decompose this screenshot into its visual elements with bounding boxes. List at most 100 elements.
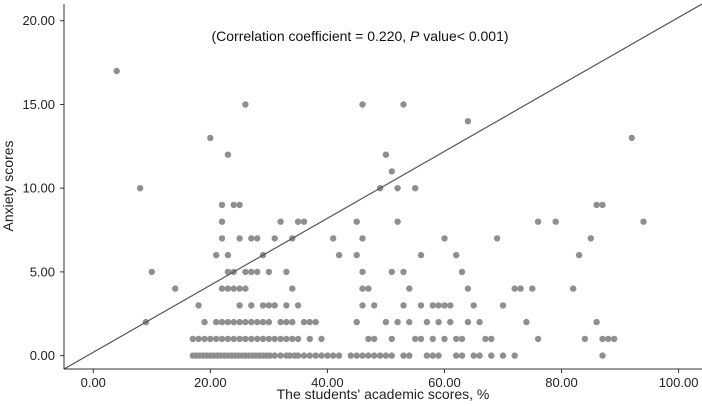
data-point <box>283 335 290 343</box>
data-point <box>277 352 284 359</box>
data-point <box>441 302 448 309</box>
data-point <box>300 352 308 359</box>
data-point <box>294 335 302 343</box>
data-point <box>335 352 343 359</box>
data-point <box>441 335 448 343</box>
data-point <box>476 318 483 326</box>
plot-area <box>63 3 702 370</box>
reference-line <box>63 3 702 370</box>
data-point <box>423 318 431 326</box>
data-point <box>599 335 606 343</box>
x-tick-label: 100.00 <box>659 375 699 390</box>
data-point <box>394 218 401 225</box>
data-point <box>359 352 366 359</box>
data-point <box>136 185 144 192</box>
data-point <box>575 251 583 259</box>
data-point <box>353 352 360 359</box>
data-point <box>417 302 425 309</box>
data-point <box>218 218 226 225</box>
data-point <box>248 235 255 242</box>
data-point <box>286 352 294 359</box>
data-point <box>254 268 261 276</box>
data-point <box>593 318 600 326</box>
data-point <box>236 285 243 292</box>
x-tick-label: 60.00 <box>428 375 461 390</box>
data-point <box>312 352 319 359</box>
data-point <box>294 302 302 309</box>
data-point <box>271 352 278 359</box>
data-point <box>236 201 243 209</box>
data-point <box>441 235 448 242</box>
data-point <box>189 335 196 343</box>
y-tick-label: 20.00 <box>22 13 55 28</box>
data-point <box>406 318 413 326</box>
data-point <box>365 352 372 359</box>
data-point <box>464 285 472 292</box>
data-point <box>488 335 495 343</box>
data-point <box>400 352 407 359</box>
y-axis-label: Anxiety scores <box>0 140 16 231</box>
data-point <box>195 335 202 343</box>
data-point <box>289 285 296 292</box>
data-point <box>388 168 395 175</box>
data-point <box>283 268 290 276</box>
data-point <box>265 318 273 326</box>
data-point <box>213 335 220 343</box>
data-point <box>458 352 466 359</box>
data-point <box>523 318 530 326</box>
data-point <box>359 302 366 309</box>
data-point <box>306 352 313 359</box>
data-point <box>265 302 273 309</box>
data-point <box>242 268 249 276</box>
data-point <box>236 302 243 309</box>
data-point <box>417 251 425 259</box>
data-point <box>406 285 413 292</box>
data-point <box>283 318 290 326</box>
data-point <box>289 335 296 343</box>
data-point <box>365 285 372 292</box>
data-point <box>511 352 518 359</box>
data-point <box>306 318 313 326</box>
data-point <box>207 134 214 142</box>
data-point <box>447 318 454 326</box>
data-point <box>400 101 407 108</box>
data-point <box>359 101 366 108</box>
data-point <box>394 185 401 192</box>
data-point <box>435 302 442 309</box>
data-point <box>482 335 489 343</box>
data-point <box>470 352 477 359</box>
data-point <box>493 235 501 242</box>
data-point <box>347 352 354 359</box>
data-point <box>201 318 208 326</box>
data-point <box>248 318 255 326</box>
data-points <box>113 67 647 359</box>
data-point <box>376 352 384 359</box>
data-point <box>476 352 483 359</box>
data-point <box>277 318 284 326</box>
data-point <box>412 335 419 343</box>
data-point <box>254 318 261 326</box>
annotation-italic: P <box>410 28 420 44</box>
data-point <box>359 235 366 242</box>
data-point <box>312 318 319 326</box>
data-point <box>306 335 313 343</box>
data-point <box>259 302 267 309</box>
data-point <box>230 318 237 326</box>
data-point <box>224 335 232 343</box>
data-point <box>242 285 249 292</box>
data-point <box>458 268 466 276</box>
data-point <box>324 352 331 359</box>
data-point <box>271 335 278 343</box>
y-tick-label: 5.00 <box>30 264 55 279</box>
data-point <box>388 335 395 343</box>
data-point <box>172 285 179 292</box>
data-point <box>605 335 612 343</box>
data-point <box>330 352 337 359</box>
data-point <box>359 268 366 276</box>
data-point <box>148 268 155 276</box>
data-point <box>412 185 419 192</box>
x-axis-ticks: 0.00 20.00 40.00 60.00 80.00 100.00 <box>81 369 699 390</box>
data-point <box>470 302 477 309</box>
data-point <box>236 318 243 326</box>
